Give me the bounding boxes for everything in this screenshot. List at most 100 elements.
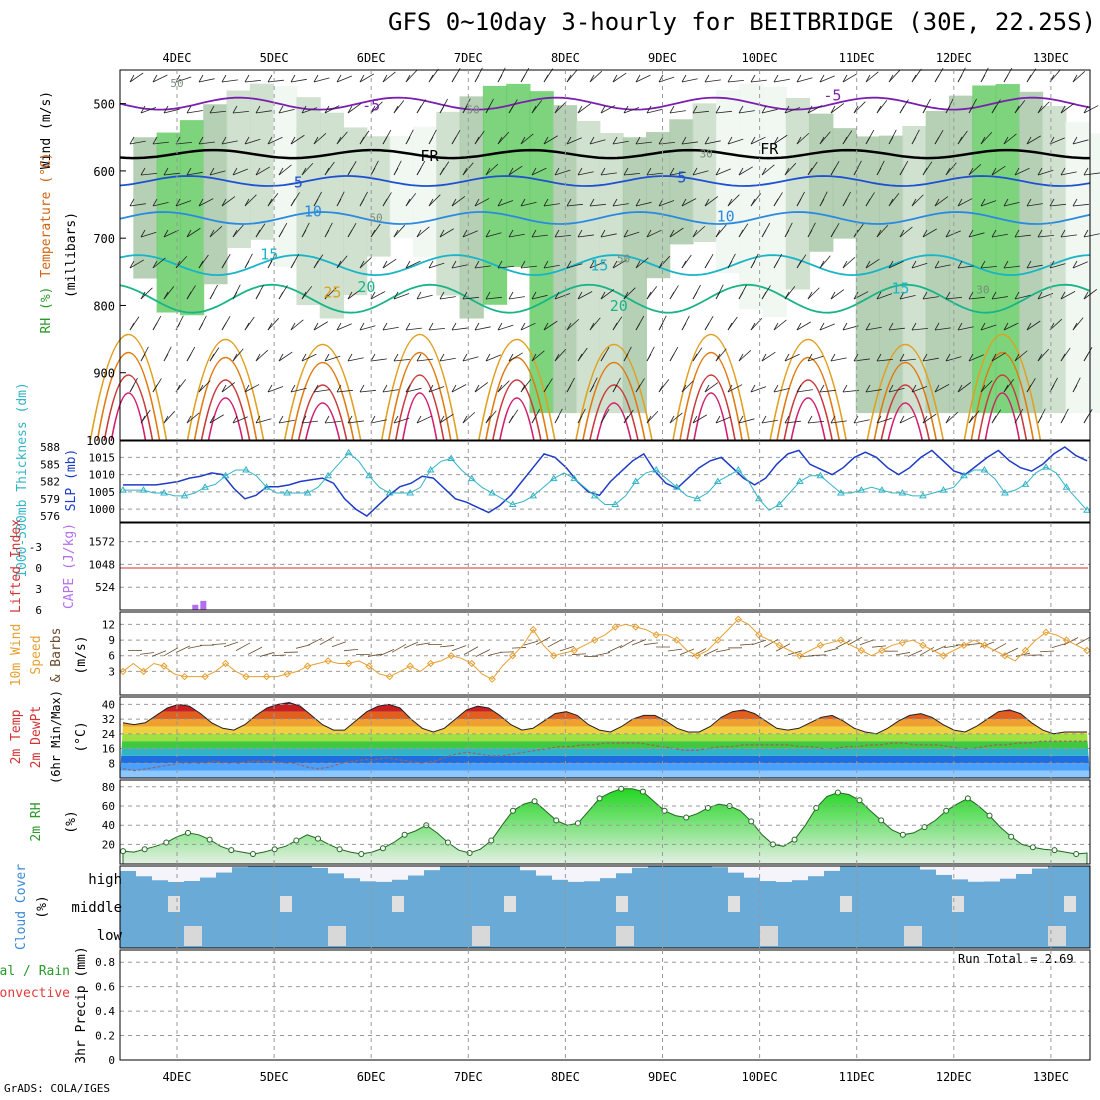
wind-barb-flag	[980, 198, 986, 207]
wind-barb-flag	[508, 353, 514, 362]
wind-barb-flag	[761, 291, 767, 300]
wind-barb	[382, 258, 397, 269]
wind-barb-flag	[635, 74, 641, 83]
wind-barb	[255, 418, 272, 424]
wind-barb	[451, 327, 468, 331]
wind-barb	[934, 196, 949, 207]
wind-barb	[830, 103, 845, 114]
wind-barb-flag	[1083, 353, 1089, 362]
cloud-clear-high	[424, 866, 440, 871]
wind-barb-flag	[175, 198, 181, 207]
wind-barb-flag	[221, 198, 227, 207]
wind-barb	[738, 110, 755, 114]
day-label-top: 9DEC	[648, 51, 677, 65]
wind-barb-flag	[646, 229, 652, 238]
wind-barb-flag	[600, 291, 606, 300]
wind-barb-flag	[566, 260, 572, 269]
wind-barb	[347, 357, 364, 362]
rh-shading-cell	[809, 113, 834, 252]
wind-barb-flag	[669, 353, 675, 362]
contour-label: 10	[717, 207, 735, 225]
day-label-top: 7DEC	[454, 51, 483, 65]
wind-barb	[876, 224, 889, 238]
wind-barb-flag	[1083, 167, 1089, 176]
wind-barb-flag	[727, 198, 733, 207]
wind-barb-flag	[727, 74, 733, 83]
wind-barb-flag	[313, 260, 319, 269]
wind-barb-flag	[152, 74, 158, 83]
wind-barb	[853, 101, 866, 114]
wind-barb-flag	[842, 74, 848, 83]
wind-barb-flag	[129, 198, 135, 207]
wind-barb	[1014, 350, 1028, 362]
wind-barb-flag	[405, 260, 411, 269]
wind-barb	[911, 262, 928, 269]
wind-barb	[911, 327, 928, 331]
wind-axis-label-2: Speed	[29, 635, 44, 674]
surface-wind-barb	[415, 642, 431, 646]
wind-barb-flag	[163, 291, 169, 300]
wind-barb-flag	[209, 415, 215, 424]
cloud-clear-mid	[504, 896, 516, 912]
temp-tick: 16	[102, 743, 115, 756]
wind-barb-flag	[980, 260, 986, 269]
surface-wind-barb	[1015, 652, 1031, 657]
rh-point	[163, 839, 170, 846]
rh-point	[596, 795, 603, 802]
wind-speed-point	[385, 672, 394, 681]
thickness-tick: 588	[40, 441, 60, 454]
wind-barb-flag	[255, 353, 261, 362]
wind-barb-flag	[658, 136, 664, 145]
wind-barb-flag	[669, 415, 675, 424]
wind-speed-point	[796, 652, 804, 660]
wind-barb-flag	[1072, 384, 1078, 393]
wind-barb-flag	[796, 136, 802, 145]
rh-point	[1073, 851, 1080, 857]
warm-isotherm-dome	[679, 352, 743, 441]
rh-point	[184, 829, 191, 836]
cross-section-panel: -5-5FR FR5 510 1015151520202550505030305050…	[86, 67, 1100, 448]
wind-barb-flag	[750, 384, 756, 393]
cape-bar	[192, 604, 199, 610]
wind-barb-flag	[692, 167, 698, 176]
cloud-clear-high	[216, 866, 232, 873]
wind-barb-flag	[244, 198, 250, 207]
wind-barb-flag	[1003, 260, 1009, 269]
wind-speed-point	[139, 667, 148, 676]
surface-wind-barb	[463, 646, 479, 655]
pressure-tick: 600	[93, 165, 115, 179]
wind-barb	[623, 107, 640, 114]
wind-barb	[347, 289, 362, 300]
wind-barb-flag	[991, 167, 997, 176]
wind-barb-flag	[738, 291, 744, 300]
wind-barb	[600, 233, 617, 238]
wind-barb-flag	[186, 105, 192, 114]
wind-barb	[991, 165, 1006, 176]
wind-barb-flag	[382, 260, 388, 269]
wind-barb	[796, 132, 810, 145]
wind-barb-flag	[497, 322, 503, 331]
wind-speed-point	[632, 623, 640, 631]
thickness-point	[652, 466, 661, 473]
rh-point	[574, 820, 581, 827]
wind-barb-flag	[336, 198, 342, 207]
wind-barb	[244, 194, 257, 207]
wind-barb-flag	[738, 105, 744, 114]
temp-unit-label: (°C)	[74, 721, 89, 752]
wind-barb-flag	[1014, 167, 1020, 176]
day-label-top: 5DEC	[260, 51, 289, 65]
wind-barb	[439, 228, 454, 238]
wind-barb	[945, 162, 957, 176]
contour-label: 50	[617, 252, 630, 265]
day-label-bottom: 7DEC	[454, 1070, 483, 1084]
wind-barb-flag	[497, 384, 503, 393]
wind-barb-flag	[991, 415, 997, 424]
wind-barb	[209, 226, 223, 238]
wind-barb-flag	[646, 167, 652, 176]
wind-barb-flag	[198, 198, 204, 207]
wind-barb-flag	[152, 198, 158, 207]
wind-barb	[290, 319, 304, 331]
wind-barb	[152, 74, 168, 83]
wind-barb	[842, 325, 859, 331]
contour-label: 10	[304, 203, 322, 221]
